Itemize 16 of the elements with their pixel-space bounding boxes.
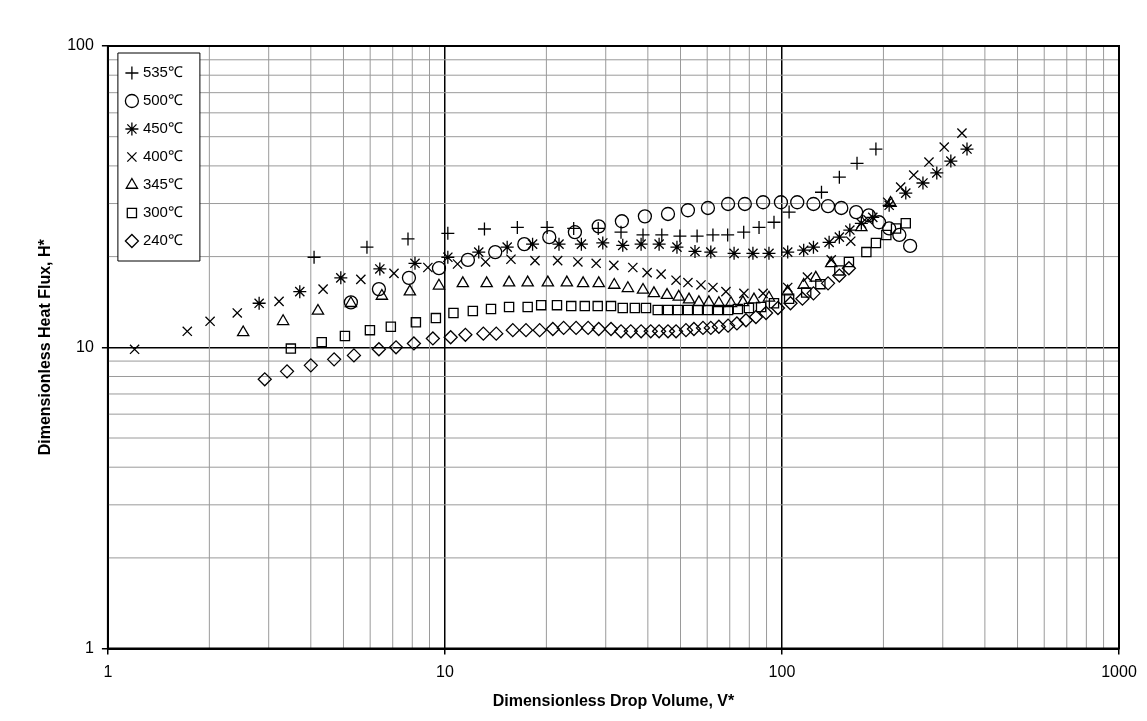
x-tick-label: 1 [103,662,113,680]
y-axis-title: Dimensionless Heat Flux, H* [36,238,54,456]
legend-label: 500℃ [142,91,183,109]
legend-label: 345℃ [142,175,183,193]
y-tick-label: 10 [76,337,94,355]
legend-label: 240℃ [142,231,183,249]
x-tick-label: 10 [436,662,454,680]
legend-label: 400℃ [142,147,183,165]
x-tick-label: 100 [768,662,796,680]
y-tick-label: 1 [84,639,94,657]
x-axis-title: Dimensionless Drop Volume, V* [492,691,735,709]
x-tick-label: 1000 [1101,662,1137,680]
legend-label: 535℃ [142,63,183,81]
legend-label: 300℃ [142,203,183,221]
legend-label: 450℃ [142,119,183,137]
y-tick-label: 100 [67,36,94,54]
